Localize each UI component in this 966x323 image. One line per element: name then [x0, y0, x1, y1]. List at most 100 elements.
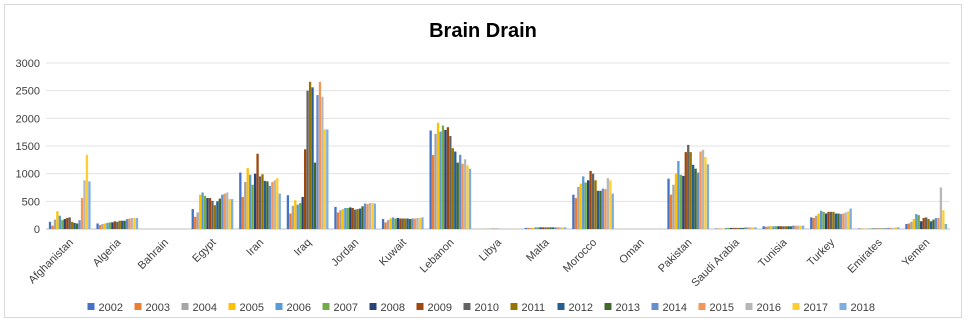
bar-iran-2008 [253, 173, 257, 229]
bar-tunisia-2003 [765, 226, 768, 229]
bar-jordan-2014 [363, 203, 367, 229]
legend-swatch [604, 303, 612, 310]
bar-algeria-2010 [116, 221, 119, 229]
bar-kuwait-2005 [389, 218, 392, 229]
bar-pakistan-2011 [689, 152, 692, 229]
bar-yemen-2014 [934, 217, 938, 229]
legend-label: 2005 [240, 302, 264, 314]
bar-pakistan-2018 [706, 164, 710, 229]
bar-lebanon-2003 [431, 154, 435, 229]
legend-swatch [839, 303, 847, 310]
bar-morocco-2004 [577, 186, 580, 229]
bar-yemen-2011 [927, 219, 930, 229]
x-category-label: Kuwait [377, 237, 409, 269]
bar-tunisia-2009 [779, 226, 783, 229]
bar-iraq-2002 [286, 195, 290, 229]
bar-iraq-2018 [326, 129, 329, 229]
bar-lebanon-2018 [468, 168, 472, 229]
bars [48, 81, 947, 229]
bar-tunisia-2018 [801, 225, 805, 229]
bar-yemen-2005 [912, 219, 915, 229]
bar-iran-2011 [261, 174, 264, 229]
bar-jordan-2015 [366, 204, 369, 229]
bar-egypt-2006 [201, 192, 204, 229]
bar-malta-2005 [532, 227, 535, 229]
bar-malta-2018 [564, 227, 567, 229]
chart-area [4, 4, 962, 318]
bar-tunisia-2013 [789, 226, 792, 229]
bar-iraq-2010 [306, 90, 309, 229]
bar-iran-2007 [251, 184, 254, 229]
x-category-label: Emirates [846, 236, 886, 276]
legend-swatch [275, 303, 283, 310]
bar-emirates-2010 [877, 228, 880, 229]
bar-saudi-arabia-2016 [749, 227, 752, 229]
bar-egypt-2013 [218, 198, 221, 229]
x-category-label: Libya [477, 236, 505, 264]
bar-algeria-2014 [125, 219, 129, 229]
bar-tunisia-2017 [799, 225, 802, 229]
bar-pakistan-2009 [684, 152, 687, 229]
legend-label: 2017 [804, 302, 828, 314]
bar-emirates-2018 [897, 227, 900, 229]
bar-egypt-2007 [203, 195, 207, 229]
legend-label: 2007 [334, 302, 358, 314]
bar-emirates-2004 [862, 228, 865, 229]
bar-yemen-2002 [905, 224, 908, 229]
bar-tunisia-2002 [762, 226, 765, 229]
bar-morocco-2014 [601, 188, 605, 229]
bar-iran-2010 [258, 176, 262, 229]
bar-turkey-2015 [842, 213, 845, 229]
bar-lebanon-2011 [451, 148, 454, 229]
bar-pakistan-2017 [704, 157, 707, 229]
bar-pakistan-2006 [677, 160, 680, 229]
bar-kuwait-2012 [406, 218, 409, 229]
x-category-label: Algeria [91, 236, 124, 269]
bar-emirates-2006 [867, 228, 870, 229]
bar-kuwait-2010 [401, 218, 404, 229]
bar-saudi-arabia-2018 [754, 227, 757, 229]
bar-tunisia-2008 [777, 226, 780, 229]
bar-emirates-2013 [884, 228, 888, 229]
x-category-label: Bahrain [136, 237, 171, 272]
bar-egypt-2010 [211, 200, 214, 229]
bar-tunisia-2014 [792, 225, 795, 229]
bar-morocco-2013 [599, 190, 602, 229]
bar-lebanon-2017 [466, 165, 469, 229]
bar-pakistan-2002 [667, 178, 670, 229]
legend-swatch [87, 303, 95, 310]
bar-malta-2013 [551, 227, 555, 229]
legend-label: 2003 [146, 302, 170, 314]
bar-yemen-2004 [910, 221, 913, 229]
bar-lebanon-2013 [456, 162, 459, 229]
bar-jordan-2009 [351, 207, 354, 229]
bar-jordan-2006 [344, 207, 347, 229]
legend-label: 2008 [381, 302, 405, 314]
bar-iran-2018 [278, 193, 281, 229]
bar-jordan-2011 [356, 209, 359, 229]
bar-tunisia-2010 [782, 226, 785, 229]
bar-malta-2011 [546, 227, 550, 229]
bar-iran-2004 [244, 181, 247, 229]
bar-kuwait-2011 [404, 218, 407, 229]
bar-morocco-2007 [584, 182, 587, 229]
bar-emirates-2002 [857, 228, 861, 229]
bar-iraq-2009 [303, 149, 307, 229]
bar-iran-2014 [268, 185, 272, 229]
bar-morocco-2011 [594, 180, 597, 229]
legend-label: 2006 [287, 302, 311, 314]
bar-saudi-arabia-2012 [739, 227, 742, 229]
bar-malta-2012 [549, 227, 552, 229]
bar-egypt-2005 [198, 194, 202, 229]
bar-turkey-2018 [849, 208, 852, 229]
bar-pakistan-2010 [687, 144, 690, 229]
bar-iraq-2015 [318, 81, 322, 229]
bar-turkey-2005 [817, 213, 820, 229]
bar-algeria-2008 [111, 222, 114, 229]
bar-jordan-2004 [339, 210, 342, 229]
legend-swatch [322, 303, 330, 310]
bar-iraq-2013 [313, 162, 317, 229]
bar-emirates-2008 [872, 228, 875, 229]
bar-afghanistan-2005 [56, 211, 59, 229]
y-tick-label: 0 [34, 224, 40, 236]
